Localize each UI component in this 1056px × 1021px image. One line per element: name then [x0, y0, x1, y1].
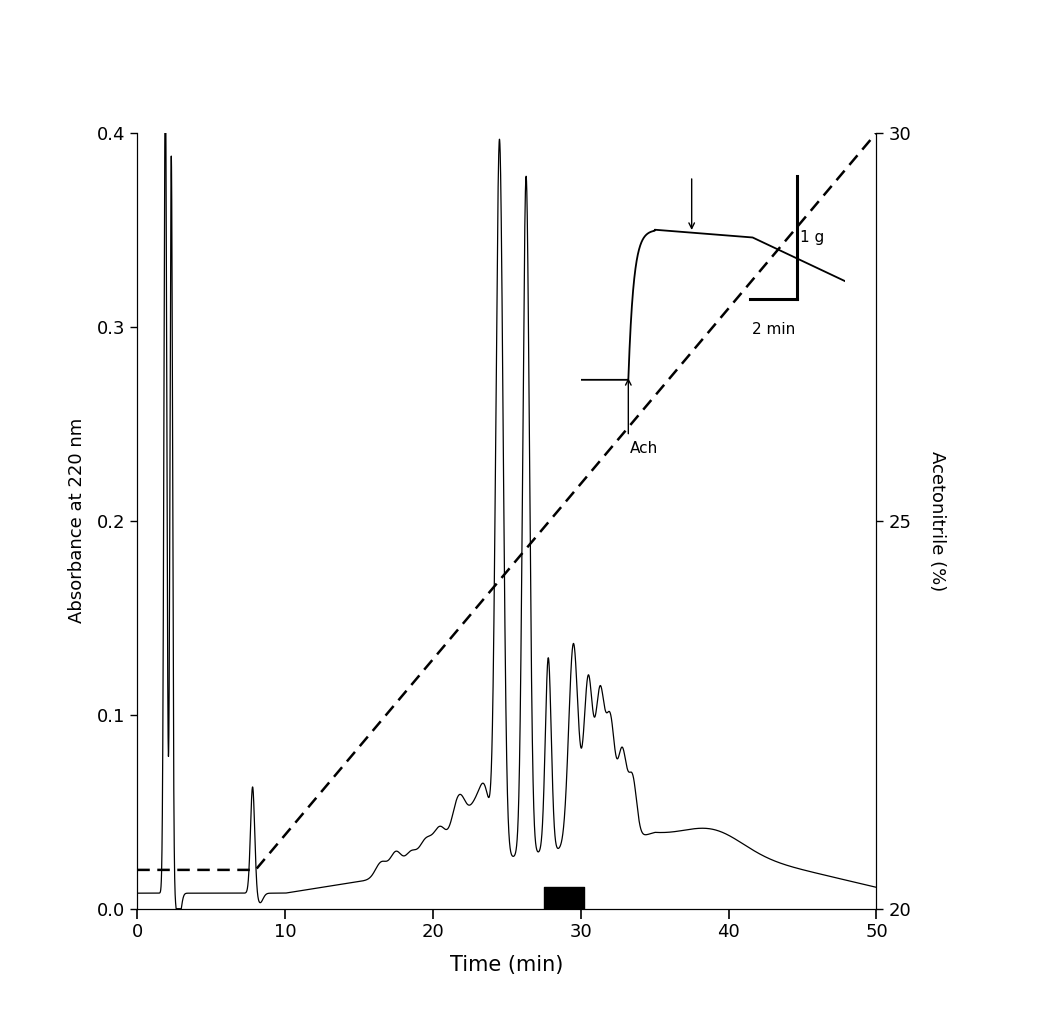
Text: Ach: Ach	[629, 441, 658, 456]
X-axis label: Time (min): Time (min)	[450, 956, 564, 975]
Text: 2 min: 2 min	[752, 322, 795, 337]
Y-axis label: Acetonitrile (%): Acetonitrile (%)	[928, 450, 946, 591]
Y-axis label: Absorbance at 220 nm: Absorbance at 220 nm	[68, 418, 86, 624]
Text: 1 g: 1 g	[800, 230, 825, 245]
